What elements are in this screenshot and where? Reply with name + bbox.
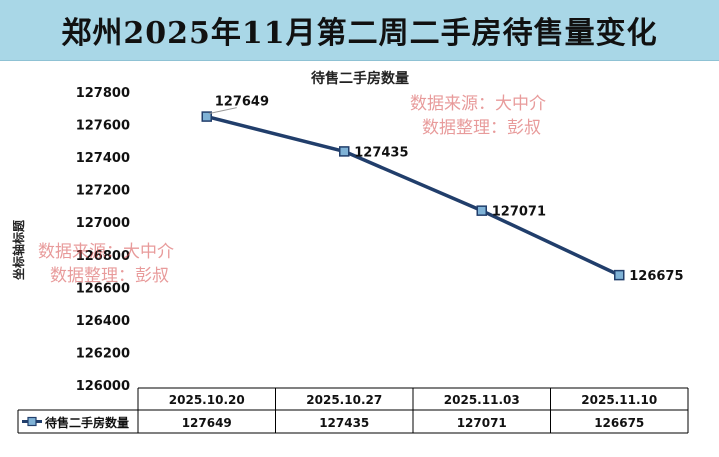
legend-marker (27, 416, 37, 427)
y-axis-ticks: 126000 126200 126400 126600 126800 127000 1272… (76, 86, 130, 394)
y-tick-label: 127400 (76, 151, 130, 166)
watermark-line: 数据来源：大中介 (410, 94, 546, 114)
line-chart: 待售二手房数量 坐标轴标题 12600012620012640012660012… (11, 70, 689, 434)
watermark-line: 数据整理：彭叔 (422, 118, 541, 138)
data-point (476, 205, 487, 216)
data-label-leader (208, 107, 237, 115)
data-point (339, 146, 350, 157)
data-label: 127649 (215, 95, 269, 110)
x-category-label: 2025.11.03 (444, 393, 520, 407)
watermark-line: 数据来源：大中介 (38, 242, 174, 262)
x-category-label: 2025.10.27 (306, 393, 382, 407)
y-tick-label: 127200 (76, 184, 130, 199)
y-tick-label: 127600 (76, 119, 130, 134)
y-tick-label: 126600 (76, 281, 130, 296)
y-tick-label: 127000 (76, 216, 130, 231)
chart-title: 待售二手房数量 (311, 70, 409, 87)
y-axis-label: 坐标轴标题 (11, 219, 26, 280)
data-point (614, 269, 625, 281)
series-line (206, 114, 620, 277)
y-tick-label: 126200 (76, 346, 130, 361)
table-value-cell: 126675 (594, 416, 644, 430)
page-title: 郑州2025年11月第二周二手房待售量变化 (61, 16, 658, 51)
data-table: 2025.10.20 2025.10.27 2025.11.03 2025.11.10… (17, 387, 689, 434)
y-tick-label: 126400 (76, 314, 130, 329)
legend-series-name: 待售二手房数量 (45, 415, 129, 430)
y-tick-label: 126800 (76, 249, 130, 264)
table-value-cell: 127435 (319, 416, 369, 430)
title-band: 郑州2025年11月第二周二手房待售量变化 (0, 0, 719, 61)
table-value-cell: 127071 (457, 416, 507, 430)
watermark-left: 数据来源：大中介 数据整理：彭叔 (38, 240, 174, 288)
series-group: 127649 127435 127071 126675 (201, 95, 684, 284)
table-value-cell: 127649 (182, 416, 232, 430)
watermark-line: 数据整理：彭叔 (50, 266, 169, 286)
y-tick-label: 127800 (76, 86, 130, 101)
data-label: 126675 (629, 269, 683, 284)
x-category-label: 2025.11.10 (581, 393, 657, 407)
y-tick-label: 126000 (76, 379, 130, 394)
watermark-top: 数据来源：大中介 数据整理：彭叔 (410, 92, 546, 140)
x-category-label: 2025.10.20 (169, 393, 245, 407)
data-label: 127071 (492, 205, 546, 220)
data-label: 127435 (354, 145, 408, 160)
data-point (201, 111, 212, 122)
